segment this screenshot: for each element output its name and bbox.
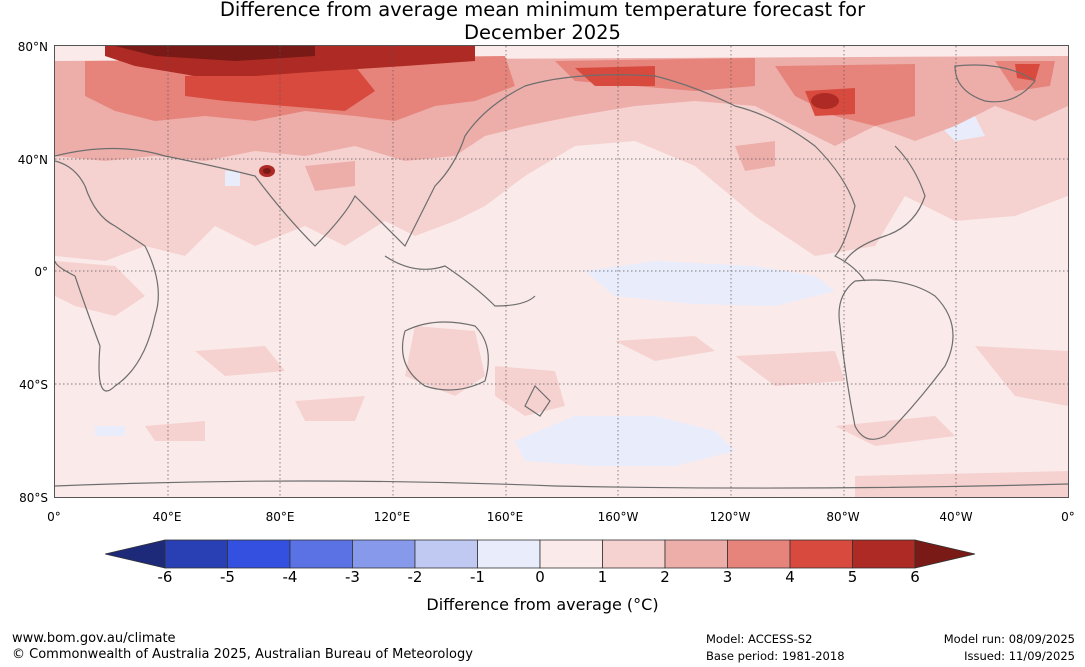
cool-regions	[95, 116, 985, 466]
greenland-coast	[954, 64, 1036, 103]
map-title-line1: Difference from average mean minimum tem…	[219, 0, 866, 21]
colorbar-tick-label: -5	[220, 568, 235, 586]
colorbar-tick-label: -2	[407, 568, 423, 586]
colorbar-tick-label: 4	[785, 568, 795, 586]
lon-label-0-right: 0°	[1061, 510, 1075, 524]
lon-label-120e: 120°E	[373, 510, 411, 524]
colorbar-tick-label: 1	[597, 568, 608, 586]
colorbar-swatch	[352, 539, 416, 569]
footer-model: Model: ACCESS-S2	[706, 632, 813, 646]
footer-website: www.bom.gov.au/climate	[12, 631, 176, 646]
lon-label-40w: 40°W	[939, 510, 973, 524]
colorbar-label: Difference from average (°C)	[426, 595, 659, 614]
colorbar-swatch	[789, 539, 853, 569]
north-america-east-coast	[844, 145, 926, 262]
colorbar-swatch	[602, 539, 666, 569]
lat-label-40n: 40°N	[17, 153, 48, 167]
footer-issued: Issued: 11/09/2025	[964, 649, 1075, 663]
lat-label-40s: 40°S	[19, 378, 48, 392]
colorbar-swatch	[164, 539, 228, 569]
colorbar-tick-label: 3	[722, 568, 733, 586]
north-america-west-coast	[734, 105, 866, 282]
colorbar-swatch	[414, 539, 478, 569]
colorbar	[105, 539, 976, 569]
colorbar-swatch	[289, 539, 353, 569]
colorbar-swatch	[727, 539, 791, 569]
anomaly-map-svg	[55, 46, 1068, 497]
lon-label-80w: 80°W	[826, 510, 860, 524]
lon-label-160w: 160°W	[597, 510, 639, 524]
lon-label-0-left: 0°	[47, 510, 61, 524]
footer-base-period: Base period: 1981-2018	[706, 649, 845, 663]
lat-label-80s: 80°S	[19, 491, 48, 505]
footer-copyright: © Commonwealth of Australia 2025, Austra…	[12, 647, 473, 662]
footer-model-run: Model run: 08/09/2025	[943, 632, 1075, 646]
colorbar-tick-label: -3	[345, 568, 360, 586]
lon-label-40e: 40°E	[152, 510, 182, 524]
lat-label-0: 0°	[34, 265, 48, 279]
colorbar-swatch	[664, 539, 728, 569]
map-title: Difference from average mean minimum tem…	[0, 0, 1085, 44]
south-america-coast	[838, 279, 954, 440]
colorbar-swatch	[539, 539, 603, 569]
coastlines	[55, 64, 1068, 489]
lon-label-160e: 160°E	[486, 510, 524, 524]
australia-coast	[401, 321, 489, 391]
lat-label-80n: 80°N	[17, 40, 48, 54]
colorbar-tick-label: -1	[470, 568, 485, 586]
colorbar-tick-label: 2	[660, 568, 670, 586]
colorbar-tick-label: 5	[847, 568, 858, 586]
colorbar-tick-label: -4	[282, 568, 298, 586]
map-title-line2: December 2025	[464, 21, 621, 44]
maritime-coast	[384, 255, 536, 307]
anomaly-map	[54, 45, 1069, 498]
antarctica-coast	[55, 480, 1068, 489]
colorbar-tick-label: 6	[910, 568, 920, 586]
colorbar-tick-label: -6	[157, 568, 173, 586]
extreme-regions	[115, 46, 315, 174]
gridlines	[55, 46, 1068, 497]
colorbar-swatch	[477, 539, 541, 569]
colorbar-tick-label: 0	[535, 568, 545, 586]
colorbar-swatches	[105, 539, 976, 569]
colorbar-extend-low	[105, 539, 166, 569]
lon-label-120w: 120°W	[709, 510, 751, 524]
colorbar-extend-high	[914, 539, 976, 569]
lon-label-80e: 80°E	[265, 510, 295, 524]
newzealand-coast	[524, 384, 551, 417]
eurasia-coast	[55, 74, 736, 248]
colorbar-swatch	[227, 539, 291, 569]
africa-coast	[55, 160, 159, 392]
colorbar-swatch	[852, 539, 916, 569]
